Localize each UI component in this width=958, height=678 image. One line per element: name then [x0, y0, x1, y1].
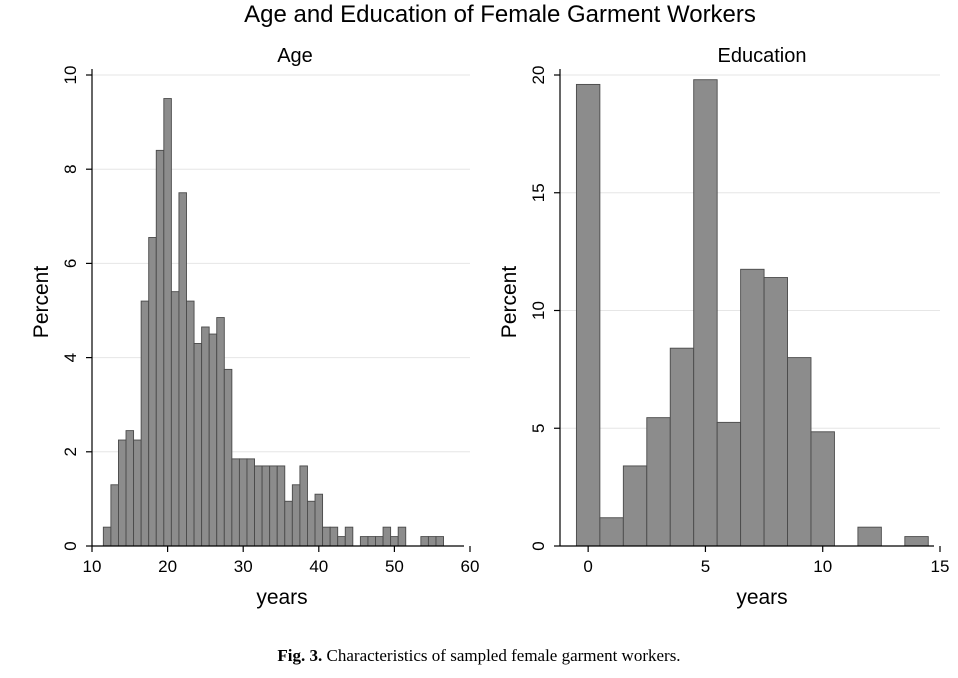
age-bar-14	[118, 439, 127, 547]
education-bar-12	[857, 526, 882, 547]
education-bar-0	[575, 83, 601, 547]
education-axes	[559, 69, 934, 547]
age-bar-29	[231, 458, 240, 547]
education-histogram: Education 0 5 10 15 20 0 5 10 15 years Percent	[498, 45, 949, 609]
education-x-tick-label: 0	[583, 557, 592, 576]
age-ticks: 0 2 4 6 8 10 10 20 30 40 50 60	[61, 66, 479, 576]
age-y-tick-label: 6	[61, 259, 80, 268]
education-y-axis-label: Percent	[498, 266, 521, 339]
education-bar-6	[716, 421, 742, 547]
age-x-tick-label: 20	[158, 557, 177, 576]
education-bar-7	[740, 268, 765, 547]
age-bar-30	[238, 458, 248, 547]
education-bar-1	[599, 517, 624, 547]
education-x-tick-label: 15	[931, 557, 950, 576]
education-bar-4	[669, 347, 695, 547]
education-y-tick-label: 0	[529, 541, 548, 550]
age-bar-24	[193, 343, 203, 547]
age-bar-56	[435, 536, 444, 547]
education-bar-9	[787, 357, 812, 547]
age-bar-15	[125, 430, 135, 547]
figure-canvas: Age and Education of Female Garment Work…	[30, 1, 949, 609]
age-bar-46	[359, 536, 369, 547]
education-x-axis-label: years	[736, 586, 787, 609]
age-y-tick-label: 4	[61, 353, 80, 362]
age-bar-50	[390, 536, 399, 547]
caption-label: Fig. 3.	[277, 646, 323, 665]
age-bar-49	[382, 526, 392, 547]
age-bar-36	[284, 500, 293, 547]
education-y-tick-label: 15	[529, 183, 548, 202]
figure-title: Age and Education of Female Garment Work…	[244, 1, 756, 28]
education-bars	[575, 79, 929, 547]
age-x-axis-label: years	[256, 586, 307, 609]
age-x-tick-label: 50	[385, 557, 404, 576]
age-bar-39	[307, 500, 316, 547]
education-x-tick-label: 5	[701, 557, 710, 576]
education-y-tick-label: 20	[529, 66, 548, 85]
education-bar-5	[693, 79, 718, 547]
figure-caption: Fig. 3. Characteristics of sampled femal…	[0, 646, 958, 666]
age-y-tick-label: 8	[61, 164, 80, 173]
education-y-tick-label: 10	[529, 301, 548, 320]
age-axes	[91, 69, 464, 547]
age-bar-20	[163, 98, 172, 547]
age-bar-35	[276, 465, 286, 547]
age-bar-55	[427, 536, 437, 547]
age-bar-31	[246, 458, 255, 547]
education-y-tick-label: 5	[529, 424, 548, 433]
education-ticks: 0 5 10 15 20 0 5 10 15	[529, 66, 949, 576]
age-bar-13	[110, 484, 119, 547]
age-bars	[102, 98, 444, 547]
age-bar-38	[299, 465, 308, 547]
age-bar-43	[337, 536, 346, 547]
age-bar-17	[140, 300, 150, 547]
age-y-tick-label: 0	[61, 541, 80, 550]
age-bar-51	[397, 526, 407, 547]
age-bar-48	[375, 536, 384, 547]
age-panel-title: Age	[277, 45, 313, 67]
age-y-tick-label: 2	[61, 447, 80, 456]
age-bar-41	[322, 526, 331, 547]
age-x-tick-label: 10	[83, 557, 102, 576]
age-bar-34	[269, 465, 278, 547]
age-bar-44	[344, 526, 354, 547]
age-bar-22	[178, 192, 187, 547]
age-bar-21	[170, 291, 180, 547]
age-x-tick-label: 40	[309, 557, 328, 576]
education-bar-2	[622, 465, 648, 547]
education-x-tick-label: 10	[813, 557, 832, 576]
age-bar-37	[291, 484, 301, 547]
education-panel-title: Education	[718, 45, 807, 67]
age-bar-42	[329, 526, 339, 547]
age-bar-54	[420, 536, 429, 547]
education-bar-3	[646, 417, 671, 547]
age-bar-32	[254, 465, 263, 547]
age-histogram: Age 0 2 4 6 8 10 10 20 30 40 50 60 years Percent	[30, 45, 479, 609]
age-bar-16	[133, 439, 142, 547]
age-bar-33	[261, 465, 271, 547]
age-bar-27	[216, 317, 225, 547]
age-y-axis-label: Percent	[30, 266, 53, 339]
age-bar-25	[201, 326, 210, 547]
age-y-tick-label: 10	[61, 66, 80, 85]
age-bar-23	[186, 300, 195, 547]
age-x-tick-label: 60	[461, 557, 480, 576]
age-bar-12	[102, 526, 112, 547]
education-bar-8	[763, 277, 788, 547]
age-bar-47	[367, 536, 376, 547]
age-bar-19	[155, 149, 165, 547]
age-bar-18	[148, 237, 157, 547]
age-bar-28	[223, 368, 233, 547]
caption-text: Characteristics of sampled female garmen…	[322, 646, 681, 665]
age-bar-40	[314, 493, 324, 547]
education-bar-14	[904, 536, 929, 547]
age-x-tick-label: 30	[234, 557, 253, 576]
education-bar-10	[810, 431, 835, 547]
age-bar-26	[208, 333, 218, 547]
